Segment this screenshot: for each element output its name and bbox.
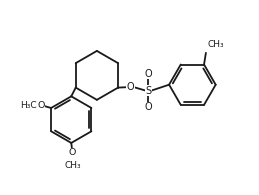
Text: O: O <box>144 69 152 79</box>
Text: O: O <box>38 101 45 110</box>
Text: CH₃: CH₃ <box>64 161 81 170</box>
Text: O: O <box>127 82 134 92</box>
Text: O: O <box>69 148 76 157</box>
Text: O: O <box>144 102 152 112</box>
Text: CH₃: CH₃ <box>208 40 224 49</box>
Text: H₃C: H₃C <box>20 101 37 110</box>
Text: S: S <box>145 86 151 96</box>
